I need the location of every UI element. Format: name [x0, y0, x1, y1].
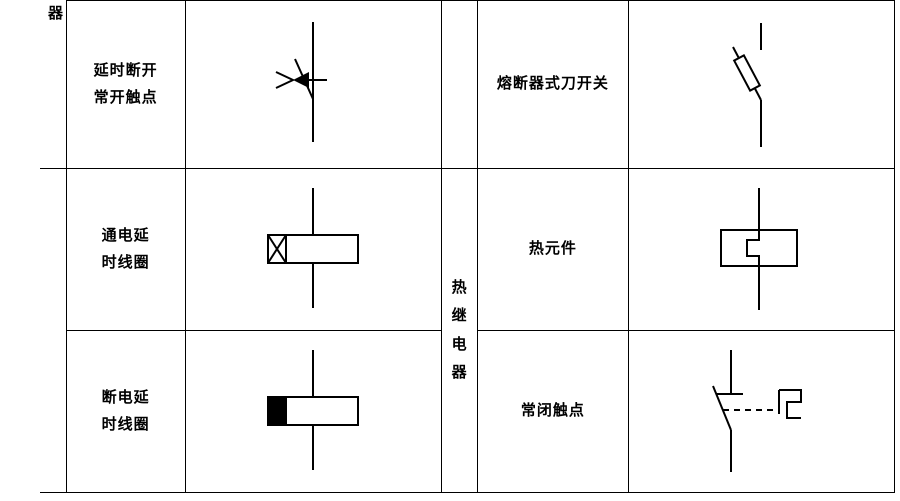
label-cell-r1c2: 熔断器式刀开关: [477, 1, 628, 169]
vlabel-char: 热: [442, 274, 477, 303]
symbol-table: 延时断开 常开触点 熔断器式刀开关: [40, 0, 895, 493]
symbol-cell-r2c1: [185, 169, 441, 331]
deenergize-delay-coil-icon: [223, 342, 403, 482]
label-text: 常闭触点: [478, 398, 628, 425]
symbol-cell-r1c2: [628, 1, 894, 169]
label-line: 延时断开: [77, 58, 175, 85]
time-delay-no-contact-icon: [243, 17, 383, 152]
symbol-cell-r1c1: [185, 1, 441, 169]
vlabel-char: 电: [442, 331, 477, 360]
fuse-knife-switch-icon: [691, 15, 831, 155]
symbol-cell-r2c2: [628, 169, 894, 331]
symbol-cell-r3c2: [628, 331, 894, 493]
label-text: 热元件: [478, 236, 628, 263]
label-cell-r2c1: 通电延 时线圈: [66, 169, 185, 331]
thermal-nc-contact-icon: [681, 342, 841, 482]
label-cell-r1c1: 延时断开 常开触点: [66, 1, 185, 169]
empty-v-cell: [441, 1, 477, 169]
label-line: 通电延: [77, 223, 175, 250]
vlabel-char: 器: [442, 359, 477, 388]
energize-delay-coil-icon: [223, 180, 403, 320]
thermal-element-icon: [681, 180, 841, 320]
stub-cell: [40, 1, 66, 169]
stub-cell-2: [40, 169, 66, 493]
symbol-cell-r3c1: [185, 331, 441, 493]
label-line: 断电延: [77, 385, 175, 412]
label-cell-r3c1: 断电延 时线圈: [66, 331, 185, 493]
label-cell-r2c2: 热元件: [477, 169, 628, 331]
vlabel-cell: 热 继 电 器: [441, 169, 477, 493]
label-line: 时线圈: [77, 250, 175, 277]
label-cell-r3c2: 常闭触点: [477, 331, 628, 493]
diagram-container: 器 延时断开 常开触点: [0, 0, 900, 501]
vlabel-char: 继: [442, 302, 477, 331]
label-line: 时线圈: [77, 412, 175, 439]
label-text: 熔断器式刀开关: [478, 71, 628, 98]
label-line: 常开触点: [77, 85, 175, 112]
